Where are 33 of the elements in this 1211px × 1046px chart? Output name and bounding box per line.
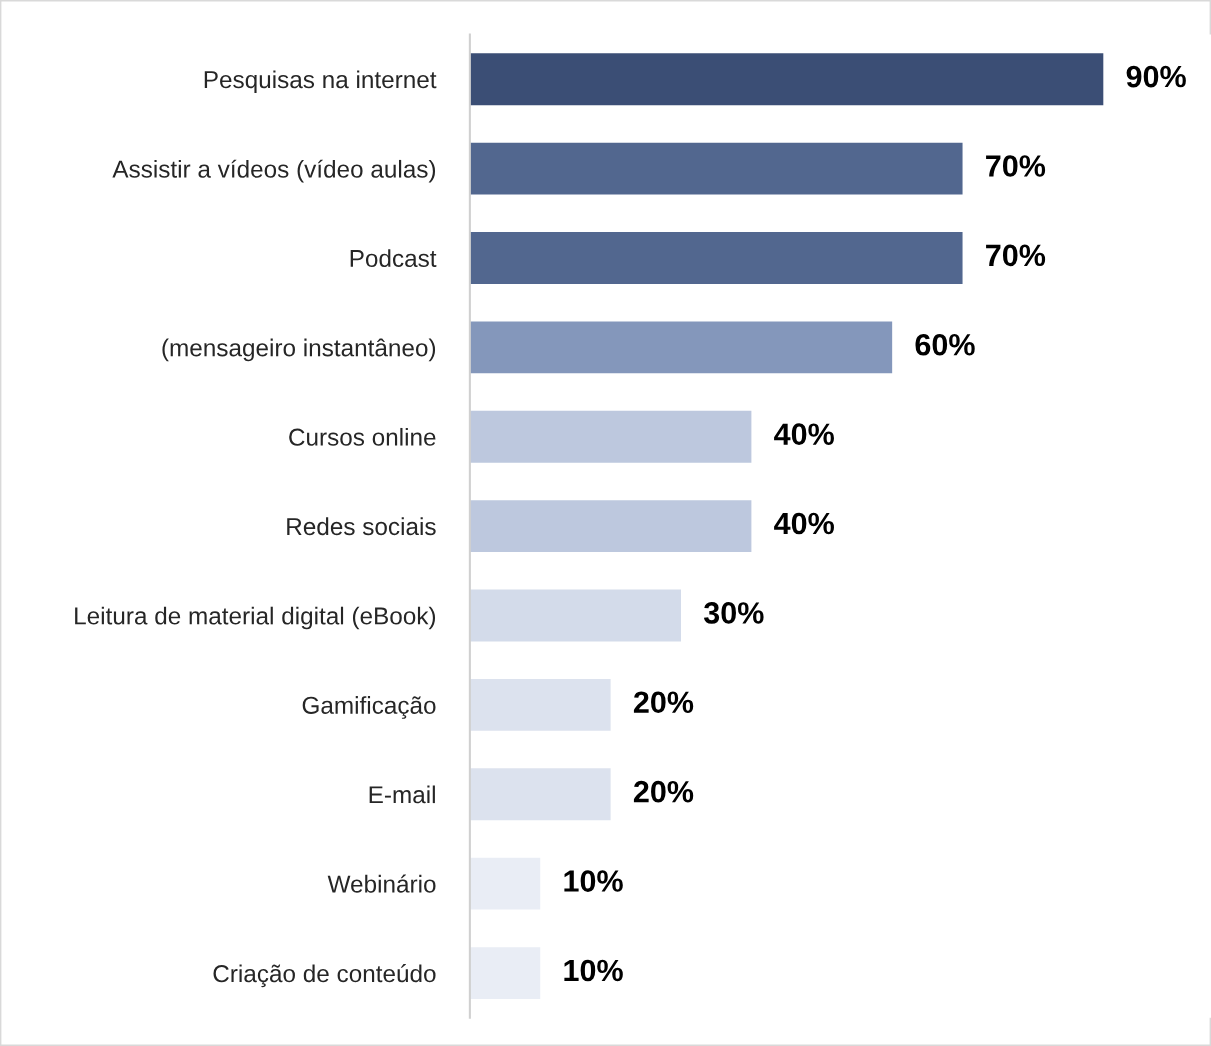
bar: [469, 768, 611, 821]
y-tick-label: E-mail: [369, 785, 435, 804]
data-label: 20%: [633, 780, 694, 803]
data-label: 40%: [774, 512, 834, 535]
bar: [469, 947, 541, 999]
data-label: 60%: [915, 333, 975, 356]
data-label: 10%: [564, 959, 623, 982]
bar: [469, 410, 752, 463]
bar: [469, 589, 682, 642]
y-tick-label: Podcast: [350, 249, 437, 268]
data-label: 90%: [1126, 65, 1186, 88]
data-label: 10%: [564, 870, 623, 892]
bar: [469, 53, 1104, 106]
y-tick-label: Gamificação: [302, 696, 436, 719]
data-label: 70%: [986, 244, 1046, 267]
data-label: 70%: [986, 155, 1046, 177]
y-tick-label: Webinário: [327, 874, 436, 893]
data-label: 30%: [703, 602, 764, 624]
bar: [469, 857, 541, 910]
data-label: 40%: [774, 423, 834, 445]
data-label: 20%: [633, 691, 694, 714]
bar: [469, 500, 752, 553]
bar: [469, 321, 893, 374]
y-tick-label: Cursos online: [289, 427, 436, 446]
bar: [469, 142, 963, 195]
y-tick-label: Criação de conteúdo: [213, 964, 436, 988]
y-tick-label: Assistir a vídeos (vídeo aulas): [112, 159, 436, 183]
bar: [469, 678, 611, 731]
y-tick-label: (mensageiro instantâneo): [162, 338, 436, 362]
bar: [469, 232, 963, 284]
y-tick-label: Pesquisas na internet: [204, 70, 437, 94]
y-tick-label: Redes sociais: [287, 517, 436, 536]
y-tick-label: Leitura de material digital (eBook): [75, 606, 436, 630]
